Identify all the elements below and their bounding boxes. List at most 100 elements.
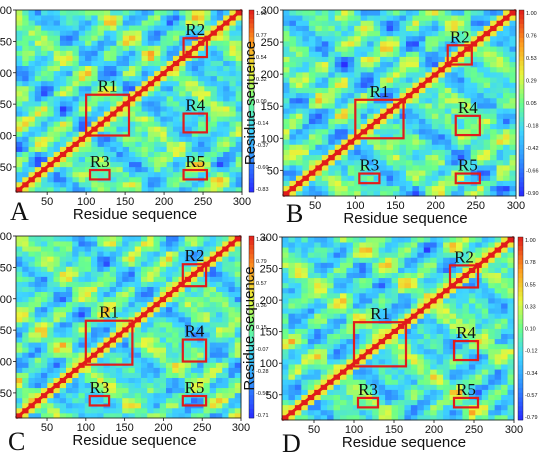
colorbar-tick-label: -0.66 <box>526 169 539 175</box>
heatmap-cell <box>327 272 334 279</box>
heatmap-cell <box>135 55 142 61</box>
heatmap-cell <box>509 159 517 166</box>
heatmap-cell <box>72 116 80 122</box>
heatmap-cell <box>191 352 198 358</box>
heatmap-cell <box>28 136 36 142</box>
heatmap-cell <box>116 151 124 158</box>
heatmap-cell <box>34 412 42 419</box>
heatmap-cell <box>328 175 336 181</box>
heatmap-cell <box>16 241 23 247</box>
heatmap-cell <box>228 347 236 353</box>
heatmap-cell <box>166 50 174 56</box>
heatmap-cell <box>470 123 478 130</box>
heatmap-cell <box>91 337 98 343</box>
heatmap-cell <box>41 156 48 163</box>
heatmap-cell <box>328 149 336 156</box>
heatmap-cell <box>385 252 392 258</box>
heatmap-cell <box>59 161 67 168</box>
heatmap-cell <box>327 282 334 289</box>
heatmap-cell <box>78 337 86 343</box>
heatmap-cell <box>191 397 198 404</box>
heatmap-cell <box>404 389 412 395</box>
heatmap-cell <box>235 171 243 178</box>
heatmap-cell <box>341 72 349 78</box>
heatmap-cell <box>85 151 92 158</box>
heatmap-cell <box>153 342 161 348</box>
heatmap-cell <box>72 337 79 343</box>
heatmap-cell <box>216 45 224 51</box>
heatmap-cell <box>321 87 329 94</box>
heatmap-cell <box>216 106 224 112</box>
heatmap-cell <box>282 323 289 329</box>
heatmap-cell <box>288 308 296 314</box>
heatmap-cell <box>373 72 381 78</box>
heatmap-cell <box>320 318 328 324</box>
heatmap-cell <box>283 97 290 104</box>
heatmap-cell <box>47 156 55 163</box>
heatmap-cell <box>307 303 315 309</box>
heatmap-cell <box>78 95 86 102</box>
heatmap-cell <box>380 92 387 99</box>
heatmap-cell <box>334 165 342 171</box>
heatmap-cell <box>314 247 322 253</box>
heatmap-cell <box>209 387 217 394</box>
heatmap-cell <box>103 45 111 51</box>
heatmap-cell <box>457 118 465 125</box>
heatmap-cell <box>438 35 446 42</box>
heatmap-cell <box>166 347 173 353</box>
heatmap-cell <box>423 277 431 284</box>
colorbar-segment <box>249 137 254 143</box>
heatmap-cell <box>210 156 218 163</box>
heatmap-cell <box>116 392 123 399</box>
heatmap-cell <box>295 56 303 63</box>
heatmap-cell <box>385 338 392 345</box>
heatmap-cell <box>385 298 392 304</box>
heatmap-cell <box>159 306 167 313</box>
heatmap-cell <box>103 151 111 158</box>
heatmap-cell <box>66 20 73 26</box>
heatmap-cell <box>496 92 504 99</box>
colorbar-tick-label: 0.79 <box>256 259 267 265</box>
heatmap-cell <box>78 316 86 323</box>
heatmap-cell <box>347 15 355 21</box>
heatmap-cell <box>229 111 237 117</box>
heatmap-cell <box>204 95 212 102</box>
heatmap-cell <box>380 56 387 63</box>
heatmap-cell <box>53 136 61 142</box>
heatmap-cell <box>103 101 111 107</box>
heatmap-cell <box>84 276 92 282</box>
heatmap-cell <box>412 61 420 68</box>
heatmap-cell <box>283 123 290 130</box>
heatmap-cell <box>116 296 123 303</box>
heatmap-cell <box>302 180 310 187</box>
heatmap-cell <box>135 161 142 168</box>
heatmap-cell <box>490 165 497 171</box>
heatmap-cell <box>66 80 73 87</box>
heatmap-cell <box>352 414 360 421</box>
heatmap-cell <box>216 146 224 152</box>
heatmap-cell <box>354 51 362 57</box>
heatmap-cell <box>360 20 368 26</box>
heatmap-cell <box>84 342 92 348</box>
heatmap-cell <box>405 165 413 171</box>
heatmap-cell <box>444 123 452 130</box>
heatmap-cell <box>464 128 472 135</box>
heatmap-cell <box>154 171 161 178</box>
heatmap-cell <box>198 90 205 97</box>
heatmap-cell <box>16 151 23 158</box>
heatmap-cell <box>198 80 205 87</box>
heatmap-cell <box>53 176 61 183</box>
heatmap-cell <box>53 387 61 394</box>
heatmap-cell <box>289 20 297 26</box>
heatmap-cell <box>509 82 517 88</box>
heatmap-cell <box>431 10 439 16</box>
heatmap-cell <box>496 51 504 57</box>
heatmap-cell <box>198 50 205 56</box>
heatmap-cell <box>373 185 381 192</box>
heatmap-cell <box>509 87 517 94</box>
heatmap-cell <box>97 367 104 373</box>
heatmap-cell <box>110 171 117 178</box>
heatmap-cell <box>301 369 309 375</box>
heatmap-cell <box>315 35 323 42</box>
heatmap-cell <box>228 332 236 338</box>
